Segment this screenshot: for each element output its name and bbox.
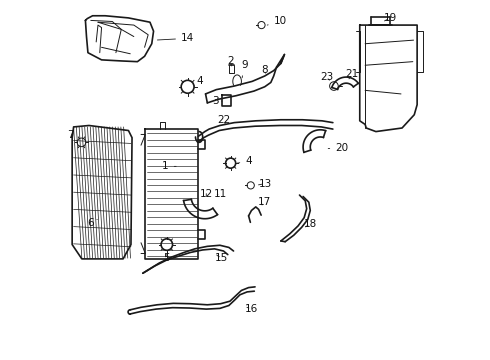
Text: 16: 16 — [245, 304, 258, 314]
Text: 5: 5 — [164, 253, 170, 263]
Text: 18: 18 — [304, 219, 317, 229]
Text: 2: 2 — [227, 56, 234, 66]
Text: 17: 17 — [258, 197, 271, 207]
Text: 20: 20 — [328, 143, 348, 153]
Text: 6: 6 — [88, 218, 97, 228]
Text: 1: 1 — [162, 161, 176, 171]
Text: 14: 14 — [157, 33, 194, 43]
Text: 9: 9 — [241, 60, 247, 78]
Text: 13: 13 — [258, 179, 272, 189]
Text: 21: 21 — [345, 69, 359, 79]
Text: 3: 3 — [212, 96, 222, 106]
Text: 11: 11 — [214, 189, 227, 199]
Text: 4: 4 — [194, 76, 203, 86]
Text: 7: 7 — [68, 130, 77, 140]
Text: 8: 8 — [261, 64, 268, 75]
Text: 23: 23 — [320, 72, 333, 82]
Text: 22: 22 — [218, 115, 231, 125]
Text: 10: 10 — [267, 17, 287, 27]
Text: 12: 12 — [199, 189, 213, 199]
Text: 15: 15 — [215, 253, 228, 263]
Text: 19: 19 — [384, 13, 397, 23]
Text: 4: 4 — [237, 156, 252, 166]
